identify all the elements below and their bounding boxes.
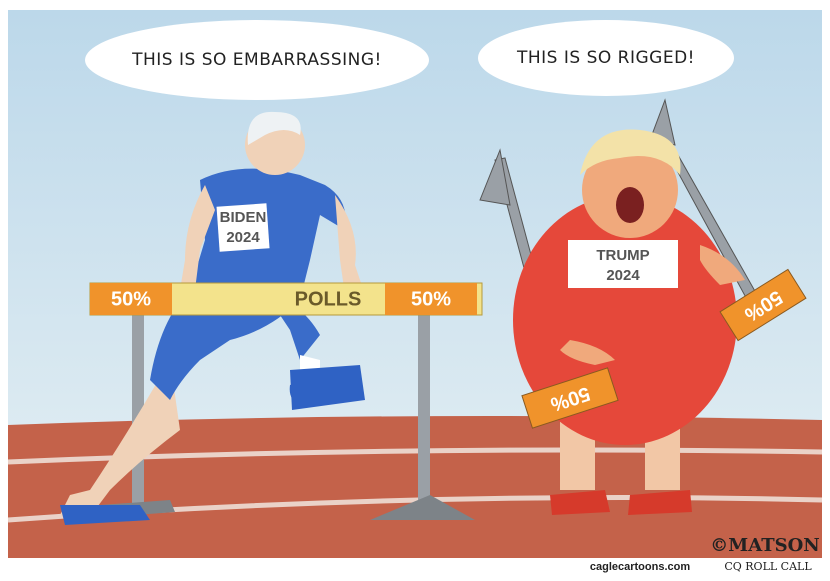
hurdle-center-label: POLLS <box>295 288 362 310</box>
bib-year: 2024 <box>606 267 640 284</box>
broken-sign: 50% <box>521 367 619 429</box>
hurdle-right-label: 50% <box>411 288 451 310</box>
bib-year: 2024 <box>226 229 260 246</box>
shoe <box>290 365 365 410</box>
hurdle-sign <box>90 283 172 315</box>
speech-bubble <box>478 20 734 96</box>
site: caglecartoons.com <box>590 561 690 573</box>
hurdle-left-label: 50% <box>111 288 151 310</box>
speech-bubble <box>85 20 429 100</box>
speech-text: THIS IS SO EMBARRASSING! <box>131 50 382 70</box>
artist: ©MATSON <box>710 535 819 556</box>
speech-text: THIS IS SO RIGGED! <box>516 48 695 68</box>
publication: CQ ROLL CALL <box>724 560 812 573</box>
bib-name: TRUMP <box>596 247 649 264</box>
hurdle-sign <box>385 283 477 315</box>
bib-name: BIDEN <box>220 209 267 226</box>
